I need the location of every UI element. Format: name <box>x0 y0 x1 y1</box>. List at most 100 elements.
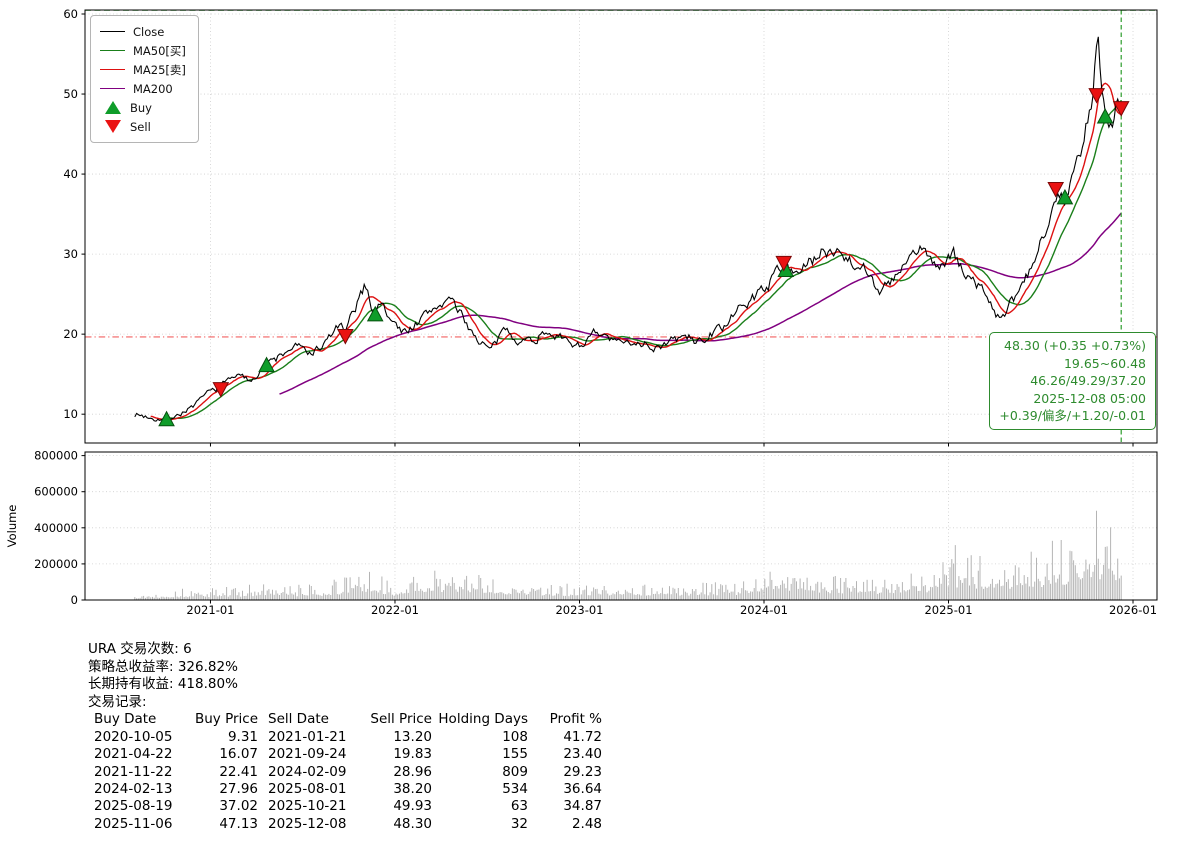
legend-label-buy: Buy <box>130 100 152 115</box>
x-tick-label: 2026-01 <box>1109 603 1157 617</box>
trade-cell: 2025-08-01 <box>268 781 347 797</box>
trade-row: 2020-10-05 9.31 2021-01-21 13.20 108 41.72 <box>94 729 602 746</box>
trade-cell: 2021-01-21 <box>268 728 347 745</box>
trades-header-cell: Sell Date <box>268 711 329 728</box>
close-line <box>134 36 1122 422</box>
trade-cell: 9.31 <box>227 728 258 745</box>
trade-cell: 2021-04-22 <box>94 746 173 763</box>
close-line-swatch <box>100 31 125 32</box>
price-ytick-label: 10 <box>63 407 78 421</box>
trade-cell: 2025-10-21 <box>268 798 347 815</box>
buy-triangle-icon <box>105 101 121 114</box>
price-ytick-label: 20 <box>63 327 78 341</box>
x-tick-label: 2023-01 <box>555 603 603 617</box>
trade-cell: 108 <box>502 728 528 745</box>
price-grid <box>85 10 1157 443</box>
volume-bars <box>134 510 1122 600</box>
annotation-box: 48.30 (+0.35 +0.73%) 19.65~60.48 46.26/4… <box>989 332 1156 430</box>
trade-cell: 2024-02-13 <box>94 781 173 797</box>
trade-cell: 23.40 <box>563 746 602 763</box>
volume-ytick-label: 600000 <box>34 485 78 499</box>
buy-marker <box>258 356 275 373</box>
trade-row: 2024-02-13 27.96 2025-08-01 38.20 534 36.64 <box>94 781 602 798</box>
volume-axes-box <box>84 451 1158 601</box>
ma200-line <box>279 212 1122 395</box>
trades-header-cell: Sell Price <box>370 711 432 728</box>
legend-label-sell: Sell <box>130 119 151 134</box>
legend-item-ma25: MA25[卖] <box>100 60 186 79</box>
volume-grid <box>85 452 1157 601</box>
trade-cell: 36.64 <box>563 781 602 797</box>
sell-marker <box>1047 181 1065 198</box>
sell-marker <box>775 255 793 272</box>
price-ytick-label: 60 <box>63 7 78 21</box>
legend: Close MA50[买] MA25[卖] MA200 Buy Sell <box>90 15 199 143</box>
trade-cell: 2.48 <box>571 815 602 832</box>
annotation-last-price: 48.30 (+0.35 +0.73%) <box>1004 338 1146 353</box>
price-axes-box <box>84 9 1158 444</box>
price-ytick-label: 50 <box>63 87 78 101</box>
legend-label-ma25: MA25[卖] <box>133 62 186 77</box>
ma50-line <box>170 100 1122 420</box>
trade-cell: 2025-11-06 <box>94 815 173 832</box>
price-ytick-label: 40 <box>63 167 78 181</box>
annotation-datetime: 2025-12-08 05:00 <box>1033 390 1146 406</box>
trade-cell: 37.02 <box>219 798 258 815</box>
buy-marker <box>1056 188 1074 205</box>
buyhold-return-line: 长期持有收益: 418.80% <box>88 676 238 693</box>
trade-cell: 155 <box>502 746 528 763</box>
legend-item-close: Close <box>100 22 186 41</box>
trade-cell: 534 <box>502 781 528 797</box>
stats-block: URA 交易次数: 6 策略总收益率: 326.82% 长期持有收益: 418.… <box>88 641 602 833</box>
trade-cell: 27.96 <box>219 781 258 797</box>
trade-row: 2021-04-22 16.07 2021-09-24 19.83 155 23.40 <box>94 746 602 763</box>
trade-cell: 2021-11-22 <box>94 763 173 780</box>
ma25-line <box>150 82 1122 421</box>
trade-cell: 32 <box>510 815 528 832</box>
trade-cell: 34.87 <box>563 798 602 815</box>
trade-cell: 809 <box>502 763 528 780</box>
trades-header-cell: Buy Date <box>94 711 157 728</box>
legend-item-buy: Buy <box>100 98 186 117</box>
sell-marker <box>337 329 354 345</box>
sell-triangle-icon <box>105 120 121 133</box>
ma50-line-swatch <box>100 50 125 51</box>
trade-count-line: URA 交易次数: 6 <box>88 641 192 657</box>
strategy-return-line: 策略总收益率: 326.82% <box>88 658 238 675</box>
volume-axis-ticks: 0 200000 400000 600000 800000 2021-01 2022-01 2… <box>34 449 1157 617</box>
sell-marker <box>212 382 230 398</box>
legend-label-close: Close <box>133 24 165 39</box>
legend-item-ma50: MA50[买] <box>100 41 186 60</box>
trades-header-cell: Holding Days <box>438 711 528 728</box>
legend-label-ma50: MA50[买] <box>133 43 186 58</box>
trade-records-label: 交易记录: <box>88 693 147 710</box>
trade-markers <box>158 88 1130 427</box>
trade-cell: 2021-09-24 <box>268 746 347 763</box>
trade-cell: 19.83 <box>393 746 432 763</box>
x-tick-label: 2025-01 <box>924 603 972 617</box>
legend-label-ma200: MA200 <box>133 81 173 96</box>
trade-cell: 22.41 <box>219 763 258 780</box>
trade-cell: 63 <box>510 798 528 815</box>
buy-marker <box>777 261 795 277</box>
trade-cell: 2020-10-05 <box>94 728 173 745</box>
x-tick-label: 2021-01 <box>186 603 234 617</box>
volume-panel: 0 200000 400000 600000 800000 2021-01 2022-01 2… <box>5 449 1158 617</box>
trade-cell: 47.13 <box>219 815 258 832</box>
annotation-ma-values: 46.26/49.29/37.20 <box>1030 373 1146 389</box>
trade-cell: 38.20 <box>393 781 432 797</box>
trade-row: 2025-11-06 47.13 2025-12-08 48.30 32 2.48 <box>94 816 602 833</box>
trade-cell: 16.07 <box>219 746 258 763</box>
trade-row: 2021-11-22 22.41 2024-02-09 28.96 809 29.23 <box>94 764 602 781</box>
volume-ytick-label: 0 <box>71 593 78 607</box>
price-ytick-label: 30 <box>63 247 78 261</box>
trade-cell: 28.96 <box>393 763 432 780</box>
buy-marker <box>158 410 175 427</box>
volume-axis-title: Volume <box>5 505 19 548</box>
trades-table: Buy Date Buy Price Sell Date Sell Price Hold… <box>94 711 602 833</box>
price-axis-ticks: 10 20 30 40 50 60 <box>63 7 1134 447</box>
buy-marker <box>366 305 384 322</box>
ma25-line-swatch <box>100 69 125 70</box>
trade-cell: 2025-08-19 <box>94 798 173 815</box>
